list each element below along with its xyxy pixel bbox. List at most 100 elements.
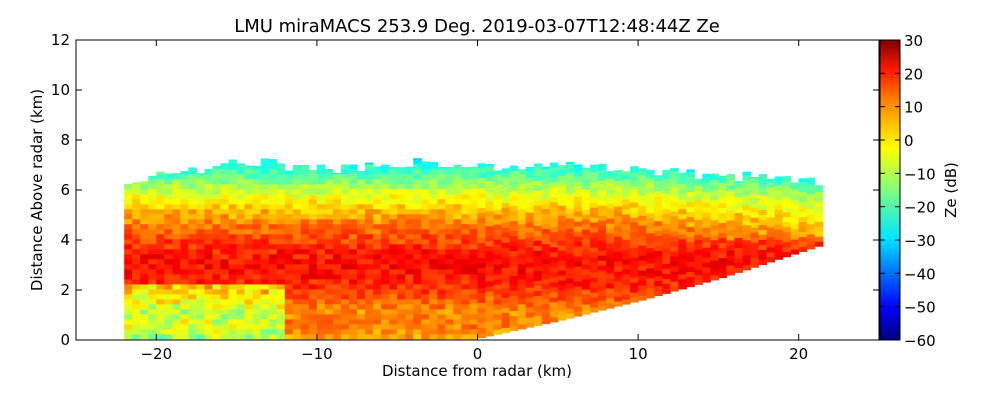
reflectivity-cell (622, 284, 631, 290)
reflectivity-cell (228, 298, 238, 305)
reflectivity-cell (774, 204, 784, 210)
reflectivity-cell (581, 234, 591, 240)
reflectivity-cell (678, 268, 687, 275)
reflectivity-cell (533, 300, 543, 306)
reflectivity-cell (252, 168, 262, 175)
reflectivity-cell (196, 263, 205, 270)
reflectivity-cell (132, 308, 141, 315)
reflectivity-cell (421, 161, 430, 165)
reflectivity-cell (180, 198, 189, 205)
reflectivity-cell (485, 260, 495, 267)
reflectivity-cell (654, 235, 663, 242)
reflectivity-cell (308, 288, 318, 295)
reflectivity-cell (292, 248, 302, 255)
reflectivity-cell (718, 232, 727, 239)
reflectivity-cell (260, 248, 270, 255)
reflectivity-cell (212, 258, 222, 265)
reflectivity-cell (806, 203, 816, 210)
reflectivity-cell (204, 248, 214, 255)
reflectivity-cell (758, 194, 768, 200)
reflectivity-cell (300, 238, 310, 245)
reflectivity-cell (798, 216, 808, 222)
reflectivity-cell (268, 188, 278, 195)
reflectivity-cell (614, 266, 623, 272)
reflectivity-cell (686, 211, 695, 218)
reflectivity-cell (236, 258, 246, 265)
reflectivity-cell (220, 303, 230, 310)
reflectivity-cell (726, 234, 735, 241)
reflectivity-cell (477, 192, 487, 199)
reflectivity-cell (124, 223, 133, 230)
reflectivity-cell (573, 271, 583, 277)
reflectivity-cell (132, 263, 141, 270)
reflectivity-cell (734, 267, 744, 273)
reflectivity-cell (437, 293, 446, 300)
reflectivity-cell (220, 213, 230, 220)
reflectivity-cell (252, 218, 262, 225)
reflectivity-cell (509, 300, 519, 307)
reflectivity-cell (252, 243, 262, 250)
reflectivity-cell (742, 229, 752, 236)
reflectivity-cell (389, 333, 398, 340)
reflectivity-cell (333, 303, 342, 310)
reflectivity-cell (686, 171, 695, 178)
reflectivity-cell (501, 237, 511, 243)
reflectivity-cell (164, 263, 173, 270)
reflectivity-cell (694, 259, 703, 265)
reflectivity-cell (493, 254, 503, 260)
reflectivity-cell (373, 218, 382, 225)
reflectivity-cell (485, 280, 495, 287)
reflectivity-cell (654, 175, 663, 182)
reflectivity-cell (525, 322, 535, 328)
reflectivity-cell (324, 198, 334, 205)
reflectivity-cell (164, 238, 173, 245)
reflectivity-cell (726, 239, 735, 246)
reflectivity-cell (750, 207, 760, 213)
reflectivity-cell (268, 253, 278, 260)
reflectivity-cell (622, 204, 631, 210)
reflectivity-cell (517, 323, 527, 330)
reflectivity-cell (236, 308, 246, 315)
reflectivity-cell (196, 203, 205, 210)
reflectivity-cell (485, 225, 495, 232)
reflectivity-cell (260, 178, 270, 185)
reflectivity-cell (397, 303, 406, 310)
reflectivity-cell (212, 288, 222, 295)
reflectivity-cell (485, 290, 495, 297)
reflectivity-cell (509, 205, 519, 212)
reflectivity-cell (148, 203, 157, 210)
reflectivity-cell (758, 244, 768, 250)
reflectivity-cell (212, 283, 222, 290)
reflectivity-cell (308, 298, 318, 305)
reflectivity-cell (164, 248, 173, 255)
reflectivity-cell (164, 328, 173, 335)
reflectivity-cell (244, 313, 254, 320)
reflectivity-cell (622, 184, 631, 190)
reflectivity-cell (493, 179, 503, 185)
reflectivity-cell (565, 273, 575, 279)
reflectivity-cell (525, 257, 535, 263)
reflectivity-cell (614, 241, 623, 247)
colorbar-tick-label: 20 (904, 65, 923, 83)
reflectivity-cell (469, 278, 479, 285)
reflectivity-cell (148, 328, 157, 335)
reflectivity-cell (493, 174, 503, 180)
reflectivity-cell (413, 273, 422, 280)
reflectivity-cell (445, 273, 454, 280)
reflectivity-cell (140, 283, 149, 290)
reflectivity-cell (405, 288, 414, 295)
reflectivity-cell (758, 184, 768, 190)
reflectivity-cell (581, 204, 591, 210)
reflectivity-cell (268, 258, 278, 265)
reflectivity-cell (702, 262, 711, 268)
reflectivity-cell (244, 165, 254, 170)
reflectivity-cell (373, 273, 382, 280)
reflectivity-cell (397, 203, 406, 210)
reflectivity-cell (469, 298, 479, 305)
reflectivity-cell (589, 272, 599, 278)
reflectivity-cell (373, 243, 382, 250)
reflectivity-cell (541, 193, 551, 200)
reflectivity-cell (308, 243, 318, 250)
reflectivity-cell (493, 289, 503, 295)
reflectivity-cell (782, 241, 792, 248)
